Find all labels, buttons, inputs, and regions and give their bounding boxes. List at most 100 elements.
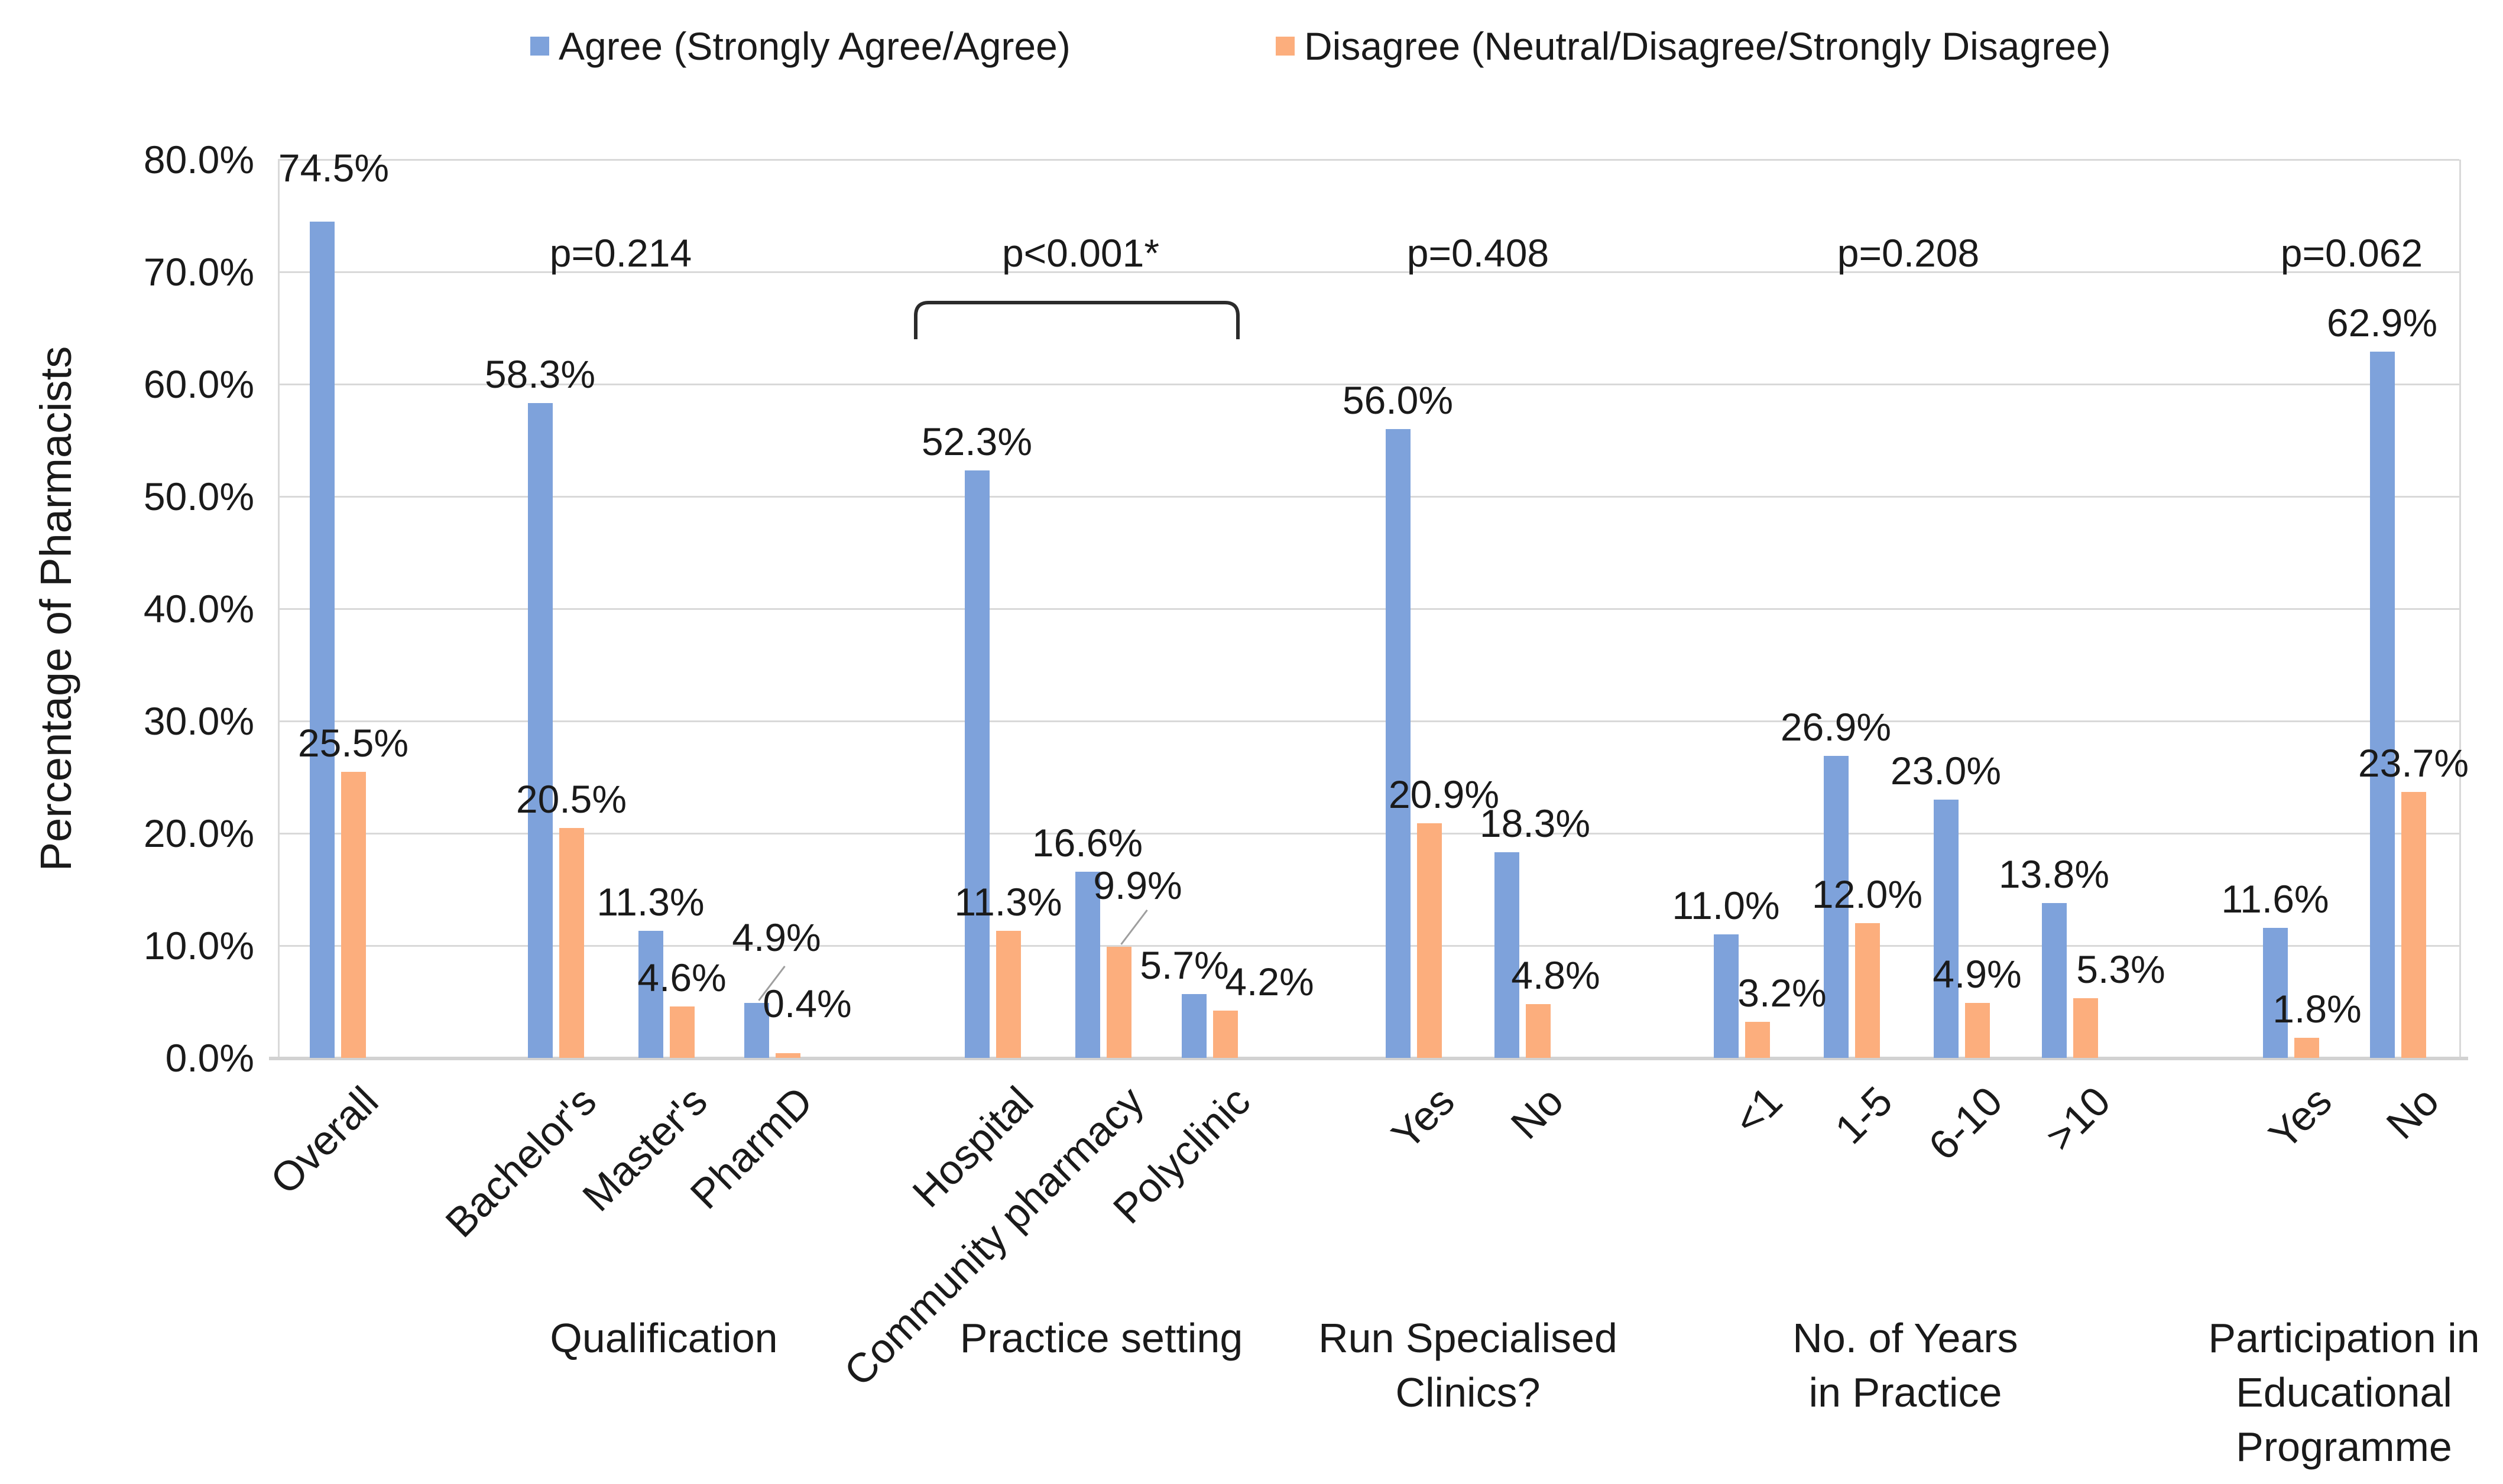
- value-label-disagree-hospital-4: 11.3%: [954, 880, 1062, 924]
- bar-disagree-1-9: [1745, 1022, 1770, 1058]
- group-label-participation-in: Participation in: [2208, 1315, 2480, 1361]
- value-label-disagree-master-s-2: 4.6%: [637, 955, 727, 999]
- gridline-80-0: [278, 159, 2459, 161]
- p-value-participation-in-educational-programme: p=0.062: [2280, 231, 2423, 275]
- group-label-run-specialised: Run Specialised: [1318, 1315, 1617, 1361]
- value-label-disagree-no-14: 23.7%: [2358, 741, 2469, 785]
- value-label-disagree-6-10-11: 4.9%: [1933, 952, 2022, 996]
- bar-disagree-polyclinic-6: [1212, 1011, 1238, 1058]
- x-tick-label-master-s-2: Master's: [573, 1077, 716, 1220]
- bar-agree-overall-0: [309, 221, 335, 1058]
- bar-disagree-6-10-11: [1964, 1002, 1990, 1058]
- value-label-disagree-community-pharmacy-5: 9.9%: [1093, 863, 1182, 907]
- gridline-10-0: [278, 945, 2459, 947]
- value-label-agree-10-12: 13.8%: [1998, 852, 2110, 896]
- value-label-disagree-yes-13: 1.8%: [2272, 986, 2362, 1031]
- x-tick-label-1-5-10: 1-5: [1826, 1077, 1901, 1153]
- bar-agree-master-s-2: [638, 931, 663, 1058]
- value-label-disagree-no-8: 4.8%: [1511, 953, 1600, 997]
- gridline-60-0: [278, 384, 2459, 385]
- bar-disagree-10-12: [2073, 998, 2098, 1058]
- plot-right-border: [2459, 160, 2461, 1058]
- bar-agree-no-8: [1494, 852, 1519, 1058]
- x-axis-line: [269, 1057, 2468, 1060]
- bar-agree-pharmd-3: [744, 1002, 769, 1058]
- bar-agree-hospital-4: [964, 470, 990, 1058]
- group-label-no-of-years: No. of Years: [1792, 1315, 2018, 1361]
- x-tick-label-yes-7: Yes: [1382, 1077, 1463, 1158]
- legend-label-disagree: Disagree (Neutral/Disagree/Strongly Disa…: [1304, 24, 2111, 68]
- gridline-40-0: [278, 608, 2459, 610]
- x-tick-label-1-9: <1: [1725, 1077, 1791, 1144]
- p-value-qualification: p=0.214: [549, 231, 692, 275]
- legend-swatch-disagree-icon: [1276, 37, 1295, 56]
- bar-agree-yes-7: [1385, 429, 1411, 1058]
- legend-swatch-agree-icon: [530, 37, 549, 56]
- bar-disagree-community-pharmacy-5: [1106, 946, 1131, 1058]
- gridline-30-0: [278, 720, 2459, 722]
- y-tick-label-20-0: 20.0%: [143, 811, 254, 855]
- value-label-agree-no-14: 62.9%: [2326, 300, 2438, 345]
- group-label-clinics: Clinics?: [1395, 1369, 1541, 1415]
- legend-item-disagree: Disagree (Neutral/Disagree/Strongly Disa…: [1276, 24, 2111, 69]
- x-tick-label-overall-0: Overall: [261, 1077, 387, 1203]
- label-leader-line-community-pharmacy-5: [1120, 909, 1148, 945]
- value-label-agree-6-10-11: 23.0%: [1890, 749, 2002, 793]
- p-value-no-of-years-in-practice: p=0.208: [1837, 231, 1980, 275]
- bar-agree-10-12: [2041, 902, 2067, 1058]
- x-tick-label-no-14: No: [2377, 1077, 2447, 1148]
- bar-agree-yes-13: [2262, 927, 2288, 1058]
- group-label-programme: Programme: [2236, 1424, 2452, 1470]
- value-label-disagree-polyclinic-6: 4.2%: [1225, 960, 1314, 1004]
- y-tick-label-80-0: 80.0%: [143, 138, 254, 181]
- plot-left-border: [278, 160, 280, 1058]
- group-label-practice-setting: Practice setting: [959, 1315, 1243, 1361]
- value-label-disagree-10-12: 5.3%: [2076, 947, 2165, 992]
- bar-agree-polyclinic-6: [1181, 993, 1207, 1058]
- value-label-agree-no-8: 18.3%: [1479, 801, 1591, 846]
- value-label-agree-1-9: 11.0%: [1672, 884, 1780, 927]
- value-label-agree-1-5-10: 26.9%: [1780, 704, 1892, 749]
- x-tick-label-10-12: >10: [2037, 1077, 2119, 1160]
- value-label-agree-yes-13: 11.6%: [2221, 876, 2329, 921]
- value-label-agree-pharmd-3: 4.9%: [732, 915, 821, 959]
- value-label-agree-yes-7: 56.0%: [1342, 378, 1454, 422]
- y-tick-label-0-0: 0.0%: [165, 1036, 254, 1080]
- bar-agree-bachelor-s-1: [527, 403, 553, 1058]
- group-label-educational: Educational: [2236, 1369, 2452, 1415]
- y-tick-label-40-0: 40.0%: [143, 587, 254, 631]
- value-label-agree-polyclinic-6: 5.7%: [1140, 943, 1229, 987]
- x-tick-label-yes-13: Yes: [2259, 1077, 2340, 1158]
- y-tick-label-50-0: 50.0%: [143, 475, 254, 518]
- legend-item-agree: Agree (Strongly Agree/Agree): [530, 24, 1071, 69]
- x-tick-label-bachelor-s-1: Bachelor's: [437, 1077, 605, 1246]
- x-tick-label-no-8: No: [1502, 1077, 1572, 1148]
- bar-disagree-master-s-2: [669, 1006, 695, 1058]
- group-label-in-practice: in Practice: [1808, 1369, 2002, 1415]
- bar-disagree-hospital-4: [996, 931, 1021, 1058]
- p-value-run-specialised-clinics: p=0.408: [1406, 231, 1549, 275]
- bar-agree-community-pharmacy-5: [1075, 871, 1100, 1058]
- bar-agree-6-10-11: [1933, 800, 1959, 1058]
- value-label-disagree-1-9: 3.2%: [1737, 971, 1827, 1015]
- gridline-50-0: [278, 496, 2459, 498]
- value-label-agree-hospital-4: 52.3%: [921, 420, 1033, 464]
- y-tick-label-30-0: 30.0%: [143, 699, 254, 743]
- bar-disagree-yes-7: [1416, 823, 1442, 1058]
- bar-disagree-bachelor-s-1: [559, 827, 584, 1058]
- value-label-agree-master-s-2: 11.3%: [596, 880, 705, 924]
- gridline-20-0: [278, 833, 2459, 834]
- value-label-disagree-1-5-10: 12.0%: [1811, 872, 1923, 916]
- x-tick-label-6-10-11: 6-10: [1920, 1077, 2011, 1169]
- value-label-disagree-overall-0: 25.5%: [297, 720, 409, 765]
- bar-disagree-overall-0: [341, 771, 366, 1058]
- value-label-agree-community-pharmacy-5: 16.6%: [1032, 820, 1143, 865]
- p-value-practice-setting: p<0.001*: [1001, 231, 1160, 275]
- bar-disagree-yes-13: [2294, 1037, 2319, 1058]
- bar-disagree-no-8: [1525, 1004, 1551, 1058]
- value-label-disagree-pharmd-3: 0.4%: [763, 982, 852, 1026]
- value-label-agree-overall-0: 74.5%: [278, 145, 390, 190]
- bar-agree-1-5-10: [1823, 755, 1849, 1058]
- value-label-agree-bachelor-s-1: 58.3%: [484, 352, 596, 397]
